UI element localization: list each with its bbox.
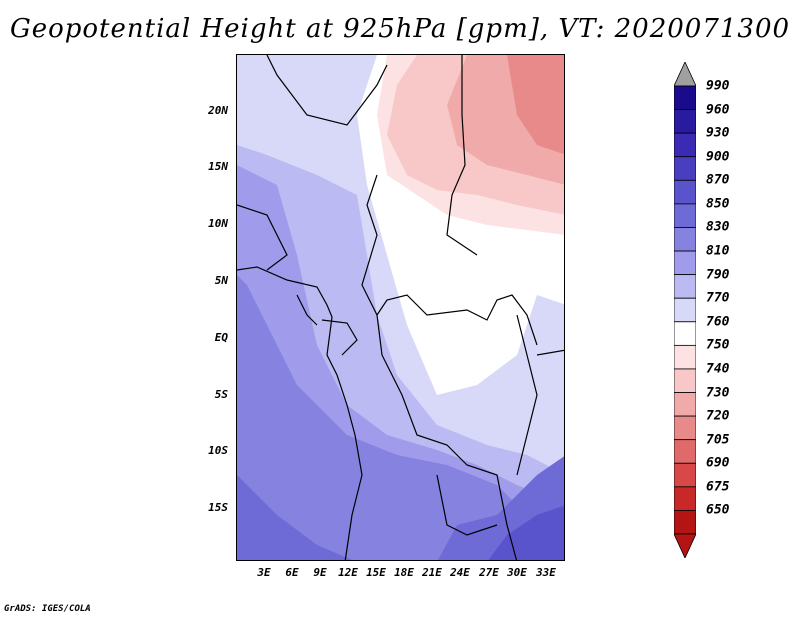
colorbar-box [674, 321, 696, 346]
colorbar-box [674, 250, 696, 276]
lat-label: 20N [208, 104, 228, 117]
lon-label: 9E [313, 566, 327, 579]
colorbar-label: 690 [706, 455, 730, 471]
colorbar-label: 705 [706, 432, 730, 448]
colorbar-box [674, 179, 696, 205]
colorbar-top-arrow [674, 62, 696, 87]
geopotential-height-field [237, 55, 564, 560]
colorbar-label: 675 [706, 479, 730, 495]
colorbar-box [674, 85, 696, 110]
colorbar-box [674, 415, 696, 441]
colorbar-label: 650 [706, 502, 730, 518]
colorbar-label: 930 [706, 125, 730, 141]
colorbar-label: 770 [706, 290, 730, 306]
lat-label: 10N [208, 217, 228, 230]
colorbar-label: 960 [706, 102, 730, 118]
colorbar-label: 720 [706, 408, 730, 424]
lat-label: 15N [208, 160, 228, 173]
colorbar-box [674, 392, 696, 417]
colorbar [674, 62, 696, 558]
lon-label: 3E [257, 566, 271, 579]
colorbar-box [674, 109, 696, 134]
colorbar-label: 760 [706, 314, 730, 330]
colorbar-label: 990 [706, 78, 730, 94]
colorbar-bottom-arrow [674, 533, 696, 558]
lon-label: 12E [338, 566, 358, 579]
colorbar-box [674, 486, 696, 511]
colorbar-label: 830 [706, 219, 730, 235]
colorbar-box [674, 368, 696, 393]
lat-label: 10S [208, 444, 228, 457]
lat-label: 5S [214, 388, 228, 401]
lon-label: 30E [507, 566, 527, 579]
colorbar-label: 810 [706, 243, 730, 259]
colorbar-box [674, 132, 696, 158]
lon-label: 6E [285, 566, 299, 579]
lon-label: 27E [479, 566, 499, 579]
map-plot-area [236, 54, 565, 561]
lon-label: 18E [394, 566, 414, 579]
lat-label: 5N [214, 274, 228, 287]
chart-title: Geopotential Height at 925hPa [gpm], VT:… [9, 14, 791, 44]
colorbar-box [674, 297, 696, 323]
colorbar-label: 740 [706, 361, 730, 377]
colorbar-label: 750 [706, 337, 730, 353]
colorbar-box [674, 462, 696, 488]
colorbar-box [674, 344, 696, 370]
lat-label: EQ [214, 331, 228, 344]
colorbar-label: 850 [706, 196, 730, 212]
colorbar-label: 900 [706, 149, 730, 165]
lon-label: 33E [536, 566, 556, 579]
colorbar-label: 870 [706, 172, 730, 188]
colorbar-label: 730 [706, 385, 730, 401]
colorbar-box [674, 203, 696, 228]
lon-label: 15E [366, 566, 386, 579]
lat-label: 15S [208, 501, 228, 514]
colorbar-box [674, 156, 696, 181]
colorbar-box [674, 439, 696, 464]
colorbar-box [674, 227, 696, 252]
credit-text: GrADS: IGES/COLA [4, 604, 91, 614]
colorbar-box [674, 274, 696, 299]
lon-label: 24E [450, 566, 470, 579]
colorbar-box [674, 510, 696, 535]
colorbar-label: 790 [706, 267, 730, 283]
lon-label: 21E [422, 566, 442, 579]
